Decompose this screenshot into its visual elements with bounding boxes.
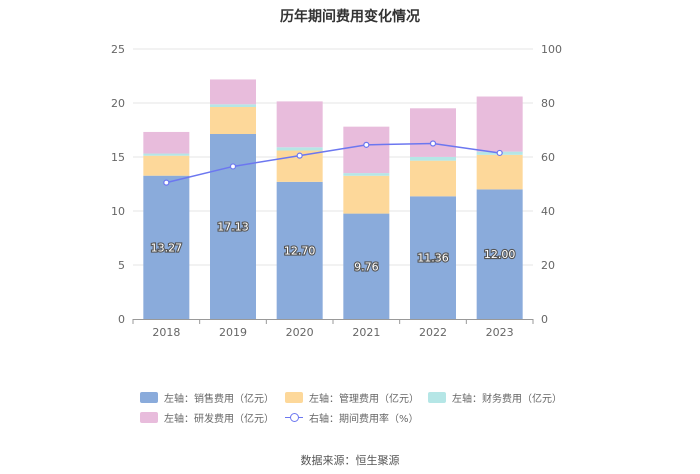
x-tick-label: 2022: [419, 326, 447, 339]
x-tick-label: 2023: [486, 326, 514, 339]
rate-point: [163, 179, 170, 186]
bar-segment: [410, 108, 456, 157]
bar-data-label: 12.00: [484, 248, 516, 261]
rate-line-path: [166, 142, 500, 184]
bar-segment: [276, 101, 323, 148]
rate-point: [229, 163, 237, 170]
bar-segment: [143, 155, 190, 176]
rate-point: [363, 141, 370, 148]
bar-data-label: 9.76: [354, 260, 379, 273]
bar-data-label: 13.27: [151, 241, 183, 254]
chart-title: 历年期间费用变化情况: [280, 9, 420, 25]
bar-segment: [476, 189, 523, 319]
bar-segment: [143, 175, 190, 319]
bar-segment: [410, 160, 456, 197]
bar-segment: [143, 153, 190, 156]
left-tick-label: 5: [118, 259, 125, 272]
bars: [143, 79, 523, 319]
rate-point: [429, 140, 437, 147]
data-labels: 13.27 17.13 12.70 9.76 11.36 12.00: [149, 219, 516, 274]
legend-label-admin: 左轴：管理费用（亿元）: [309, 394, 419, 405]
bar-segment: [210, 79, 256, 105]
legend-label-finance: 左轴：财务费用（亿元）: [452, 394, 562, 405]
bar-segment: [410, 156, 456, 161]
bar-segment: [476, 154, 523, 190]
bar-data-label: 12.70: [284, 244, 316, 257]
legend-swatch-rate: [285, 412, 303, 423]
legend-swatch-sales: [140, 392, 158, 403]
bar-segment: [476, 96, 523, 152]
left-tick-label: 0: [118, 313, 125, 326]
left-tick-label: 20: [111, 97, 125, 110]
bar-segment: [276, 147, 323, 151]
bar-segment: [143, 131, 190, 154]
left-tick-label: 25: [111, 43, 125, 56]
legend-label-sales: 左轴：销售费用（亿元）: [164, 394, 274, 405]
bar-segment: [343, 213, 390, 319]
bar-segment: [210, 106, 256, 134]
bar-segment: [210, 104, 256, 107]
legend-item-admin[interactable]: 左轴：管理费用（亿元）: [285, 390, 419, 405]
bar-data-label: 11.36: [417, 252, 449, 265]
bar-segment: [343, 126, 390, 174]
bar-segment: [410, 196, 456, 319]
right-tick-label: 100: [541, 43, 562, 56]
right-tick-label: 60: [541, 151, 555, 164]
data-source: 数据来源：恒生聚源: [300, 454, 400, 467]
axes: 0 5 10 15 20 25 0 20 40 60 80 100 2018 2019 2020 2021 20…: [111, 43, 562, 339]
x-tick-label: 2019: [219, 326, 247, 339]
legend-swatch-finance: [428, 392, 446, 403]
x-tick-label: 2020: [286, 326, 314, 339]
legend-label-rate: 右轴：期间费用率（%）: [309, 414, 419, 425]
legend-swatch-rnd: [140, 412, 158, 423]
bar-segment: [343, 173, 390, 176]
rate-point: [496, 149, 503, 157]
legend-item-finance[interactable]: 左轴：财务费用（亿元）: [428, 390, 562, 405]
left-tick-label: 15: [111, 151, 125, 164]
bar-data-label: 17.13: [217, 220, 249, 233]
bar-segment: [276, 181, 323, 319]
right-tick-label: 20: [541, 259, 555, 272]
legend-swatch-admin: [285, 392, 303, 403]
legend-item-rnd[interactable]: 左轴：研发费用（亿元）: [140, 410, 274, 425]
right-tick-label: 0: [541, 313, 548, 326]
grid-lines: [133, 48, 533, 266]
x-tick-label: 2021: [352, 326, 380, 339]
right-tick-label: 40: [541, 205, 555, 218]
legend-item-sales[interactable]: 左轴：销售费用（亿元）: [140, 390, 274, 405]
legend-label-rnd: 左轴：研发费用（亿元）: [164, 414, 274, 425]
rate-point: [296, 152, 303, 159]
legend-item-rate[interactable]: 右轴：期间费用率（%）: [285, 410, 419, 425]
left-tick-label: 10: [111, 205, 125, 218]
right-tick-label: 80: [541, 97, 555, 110]
x-tick-label: 2018: [152, 326, 180, 339]
rate-line: [163, 140, 503, 186]
bar-segment: [343, 175, 390, 214]
